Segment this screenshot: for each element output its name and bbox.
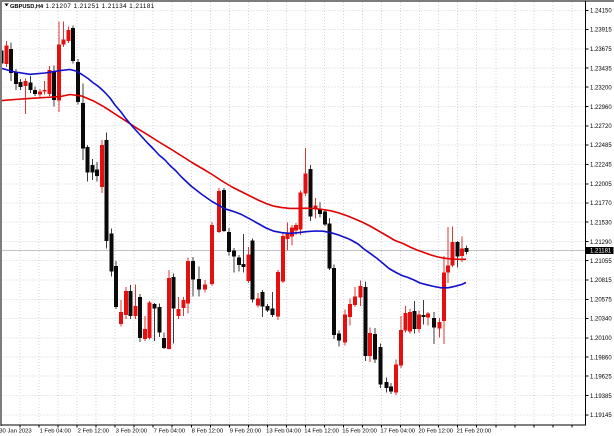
svg-text:1.22245: 1.22245 — [590, 163, 612, 169]
svg-text:1.22960: 1.22960 — [590, 105, 612, 111]
svg-text:1.21290: 1.21290 — [590, 240, 612, 246]
svg-text:1.23200: 1.23200 — [590, 85, 612, 91]
svg-text:2 Feb 12:00: 2 Feb 12:00 — [78, 428, 110, 434]
svg-text:30 Jan 2023: 30 Jan 2023 — [0, 428, 32, 434]
svg-text:14 Feb 12:00: 14 Feb 12:00 — [304, 428, 339, 434]
svg-text:1.23435: 1.23435 — [590, 66, 612, 72]
svg-text:1.21055: 1.21055 — [590, 259, 612, 265]
svg-text:1.19625: 1.19625 — [590, 374, 612, 380]
svg-text:1.21181: 1.21181 — [590, 249, 612, 255]
svg-text:20 Feb 12:00: 20 Feb 12:00 — [418, 428, 453, 434]
svg-text:1.20575: 1.20575 — [590, 298, 612, 304]
svg-text:1.23915: 1.23915 — [590, 28, 612, 34]
svg-text:1.19860: 1.19860 — [590, 355, 612, 361]
svg-text:13 Feb 04:00: 13 Feb 04:00 — [266, 428, 301, 434]
svg-text:17 Feb 04:00: 17 Feb 04:00 — [380, 428, 415, 434]
svg-text:1.22485: 1.22485 — [590, 143, 612, 149]
svg-text:15 Feb 20:00: 15 Feb 20:00 — [342, 428, 377, 434]
svg-text:21 Feb 20:00: 21 Feb 20:00 — [456, 428, 491, 434]
svg-text:1.20100: 1.20100 — [590, 336, 612, 342]
svg-text:1.21770: 1.21770 — [590, 201, 612, 207]
svg-text:3 Feb 20:00: 3 Feb 20:00 — [116, 428, 148, 434]
svg-text:1.20340: 1.20340 — [590, 317, 612, 323]
svg-text:1.21207 1.21251 1.21134 1.2118: 1.21207 1.21251 1.21134 1.21181 — [46, 3, 155, 10]
svg-text:GBPUSD,H4: GBPUSD,H4 — [10, 4, 44, 10]
svg-text:1.24150: 1.24150 — [590, 9, 612, 15]
svg-text:8 Feb 12:00: 8 Feb 12:00 — [192, 428, 224, 434]
svg-text:1 Feb 04:00: 1 Feb 04:00 — [39, 428, 71, 434]
svg-text:1.20815: 1.20815 — [590, 278, 612, 284]
svg-text:1.23675: 1.23675 — [590, 47, 612, 53]
svg-text:1.22720: 1.22720 — [590, 124, 612, 130]
svg-text:1.22005: 1.22005 — [590, 182, 612, 188]
svg-text:1.19145: 1.19145 — [590, 413, 612, 419]
svg-text:1.21530: 1.21530 — [590, 220, 612, 226]
svg-text:7 Feb 04:00: 7 Feb 04:00 — [154, 428, 186, 434]
svg-text:9 Feb 20:00: 9 Feb 20:00 — [230, 428, 262, 434]
svg-text:1.19385: 1.19385 — [590, 394, 612, 400]
